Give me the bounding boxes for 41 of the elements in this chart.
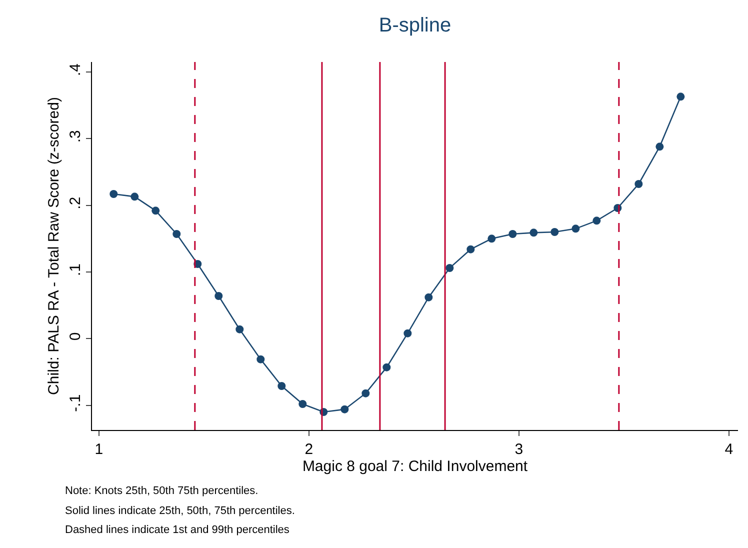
point bbox=[508, 230, 517, 238]
point bbox=[236, 325, 244, 334]
text: Note: Knots 25th, 50th 75th percentiles. bbox=[65, 485, 258, 497]
x-tick-label: 3 bbox=[514, 441, 524, 458]
point bbox=[404, 329, 412, 338]
y-tick-label: 0 bbox=[67, 332, 84, 341]
text: Solid lines indicate 25th, 50th, 75th percentiles. bbox=[65, 505, 295, 517]
point bbox=[172, 230, 181, 238]
point bbox=[466, 245, 475, 254]
point bbox=[572, 224, 580, 233]
point bbox=[110, 190, 118, 198]
point bbox=[592, 216, 601, 225]
point bbox=[530, 228, 538, 237]
y-tick-label: -.1 bbox=[67, 394, 84, 412]
point bbox=[446, 264, 454, 272]
point bbox=[362, 389, 370, 398]
point bbox=[152, 206, 160, 215]
point bbox=[256, 355, 265, 364]
point bbox=[424, 293, 433, 302]
chart-title: B-spline bbox=[378, 14, 452, 37]
point bbox=[340, 405, 349, 414]
point bbox=[278, 382, 286, 390]
x-axis-title: Magic 8 goal 7: Child Involvement bbox=[302, 458, 528, 475]
point bbox=[488, 234, 496, 243]
y-tick-label: .3 bbox=[67, 130, 84, 143]
y-tick-label: .2 bbox=[67, 196, 84, 210]
point bbox=[634, 180, 643, 188]
point bbox=[130, 192, 139, 201]
text: Dashed lines indicate 1st and 99th percentiles bbox=[65, 524, 290, 536]
y-tick-label: .4 bbox=[67, 63, 84, 76]
x-tick-label: 4 bbox=[724, 441, 734, 458]
point bbox=[298, 400, 307, 408]
point bbox=[550, 228, 559, 236]
point bbox=[676, 92, 685, 101]
point bbox=[656, 142, 664, 151]
point bbox=[382, 363, 391, 372]
y-axis-title: Child: PALS RA - Total Raw Score (z-scored) bbox=[45, 97, 62, 395]
point bbox=[214, 292, 223, 300]
x-tick-label: 2 bbox=[304, 441, 314, 458]
y-tick-label: .1 bbox=[67, 263, 84, 276]
x-tick-label: 1 bbox=[94, 441, 104, 458]
